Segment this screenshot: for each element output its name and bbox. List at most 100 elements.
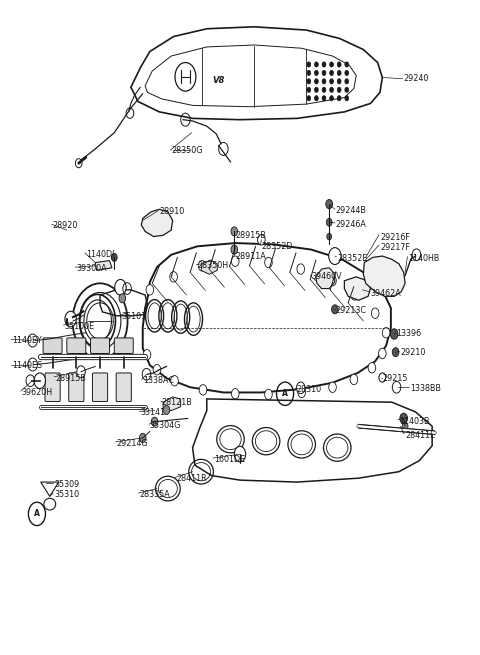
Circle shape <box>231 388 239 399</box>
Circle shape <box>264 257 272 268</box>
Circle shape <box>234 446 246 462</box>
Text: 1140EY: 1140EY <box>12 336 42 345</box>
Circle shape <box>329 382 336 392</box>
Circle shape <box>307 70 311 75</box>
Text: 28121B: 28121B <box>162 398 192 407</box>
Circle shape <box>379 373 385 382</box>
Circle shape <box>297 264 304 274</box>
Text: 29217F: 29217F <box>380 243 410 252</box>
Circle shape <box>322 96 326 101</box>
Circle shape <box>345 96 348 101</box>
Polygon shape <box>141 210 173 236</box>
Circle shape <box>307 62 311 67</box>
Circle shape <box>327 233 332 240</box>
Circle shape <box>151 417 158 426</box>
Polygon shape <box>316 268 335 289</box>
Circle shape <box>170 272 178 282</box>
Circle shape <box>329 276 336 286</box>
Circle shape <box>337 87 341 92</box>
Polygon shape <box>344 277 371 300</box>
Text: 33141: 33141 <box>140 408 166 417</box>
Text: 29213C: 29213C <box>335 306 366 315</box>
Circle shape <box>345 62 348 67</box>
Circle shape <box>379 348 386 359</box>
Circle shape <box>330 70 334 75</box>
Circle shape <box>368 363 376 373</box>
Text: 1140ES: 1140ES <box>12 362 42 370</box>
Circle shape <box>322 87 326 92</box>
Circle shape <box>314 70 318 75</box>
Text: 1601DE: 1601DE <box>214 455 245 464</box>
Circle shape <box>314 62 318 67</box>
Circle shape <box>198 261 206 271</box>
Text: 29244B: 29244B <box>335 206 366 215</box>
Text: 28911A: 28911A <box>235 252 266 261</box>
Text: 11403B: 11403B <box>399 417 430 426</box>
Circle shape <box>345 87 348 92</box>
Text: 29216F: 29216F <box>380 233 410 242</box>
Circle shape <box>322 70 326 75</box>
Circle shape <box>402 422 408 430</box>
Text: V8: V8 <box>213 76 225 85</box>
Text: 28411L: 28411L <box>405 431 434 440</box>
Text: 28910: 28910 <box>159 208 185 216</box>
Circle shape <box>231 256 239 267</box>
Text: 35101: 35101 <box>121 312 146 321</box>
Circle shape <box>146 285 154 295</box>
Circle shape <box>231 227 238 236</box>
Circle shape <box>400 413 408 424</box>
Circle shape <box>264 389 272 400</box>
Circle shape <box>350 374 358 384</box>
Circle shape <box>383 328 390 338</box>
Text: 39620H: 39620H <box>22 388 53 397</box>
Text: 28411R: 28411R <box>176 474 206 483</box>
Text: 28920: 28920 <box>53 221 78 230</box>
Circle shape <box>307 79 311 84</box>
Text: 28310: 28310 <box>296 384 321 394</box>
Text: 1338AC: 1338AC <box>143 376 174 385</box>
Circle shape <box>337 96 341 101</box>
Text: 29214G: 29214G <box>117 439 148 447</box>
Text: 35310: 35310 <box>54 490 79 499</box>
Circle shape <box>298 387 305 398</box>
FancyBboxPatch shape <box>67 338 86 354</box>
Circle shape <box>337 70 341 75</box>
Circle shape <box>326 218 332 226</box>
Text: 1140HB: 1140HB <box>408 253 440 263</box>
Circle shape <box>330 62 334 67</box>
Circle shape <box>330 96 334 101</box>
Text: 29246A: 29246A <box>335 219 366 229</box>
Circle shape <box>258 234 265 245</box>
FancyBboxPatch shape <box>114 338 133 354</box>
Text: 29210: 29210 <box>400 348 426 358</box>
Text: 29215: 29215 <box>383 374 408 383</box>
Text: 39460V: 39460V <box>311 272 342 282</box>
Circle shape <box>330 79 334 84</box>
Circle shape <box>412 249 421 261</box>
Text: 39462A: 39462A <box>371 289 401 297</box>
Text: 28350H: 28350H <box>197 261 228 271</box>
Circle shape <box>332 305 338 314</box>
Text: 35309: 35309 <box>54 480 79 489</box>
Circle shape <box>153 365 161 375</box>
Circle shape <box>392 381 401 393</box>
Text: 28350G: 28350G <box>171 146 203 155</box>
Text: 39300A: 39300A <box>76 264 107 273</box>
Text: 28352E: 28352E <box>337 253 368 263</box>
Circle shape <box>307 87 311 92</box>
Text: A: A <box>34 510 40 518</box>
Circle shape <box>326 200 333 209</box>
Circle shape <box>314 87 318 92</box>
FancyBboxPatch shape <box>91 338 109 354</box>
Circle shape <box>143 350 151 360</box>
Circle shape <box>139 434 146 442</box>
Circle shape <box>297 382 305 394</box>
Text: 35100E: 35100E <box>64 322 95 331</box>
Text: 35304G: 35304G <box>150 421 181 430</box>
Circle shape <box>314 96 318 101</box>
Circle shape <box>351 290 359 300</box>
Circle shape <box>34 373 46 388</box>
Text: 29240: 29240 <box>404 74 429 83</box>
Circle shape <box>115 280 126 295</box>
FancyBboxPatch shape <box>93 373 108 402</box>
